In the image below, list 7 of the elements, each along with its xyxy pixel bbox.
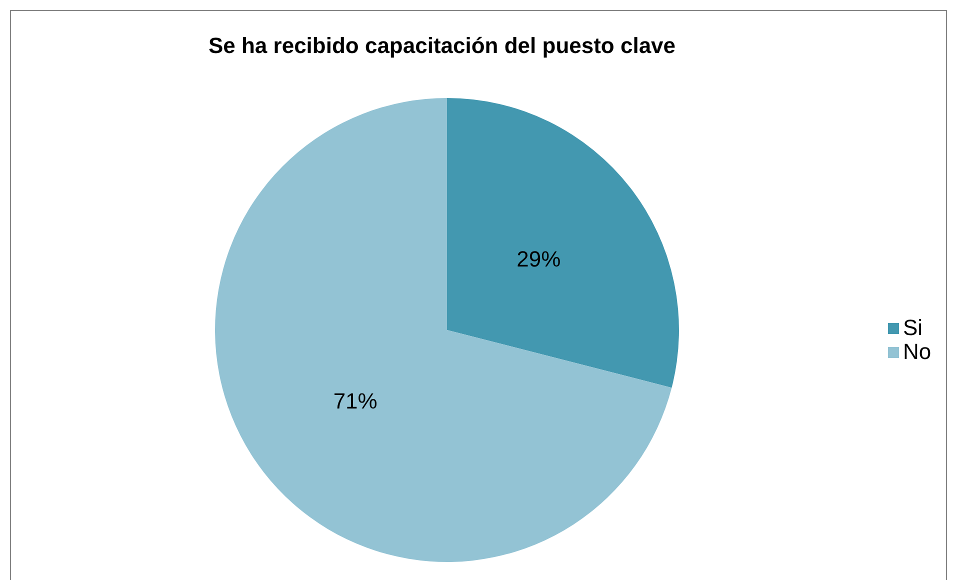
pie-slice [447,98,679,388]
legend-label: Si [903,315,923,341]
legend-label: No [903,339,932,365]
pie-slice [215,98,672,562]
chart-title: Se ha recibido capacitación del puesto clave [207,33,677,59]
data-label: 29% [516,246,561,272]
data-label: 71% [333,388,378,414]
